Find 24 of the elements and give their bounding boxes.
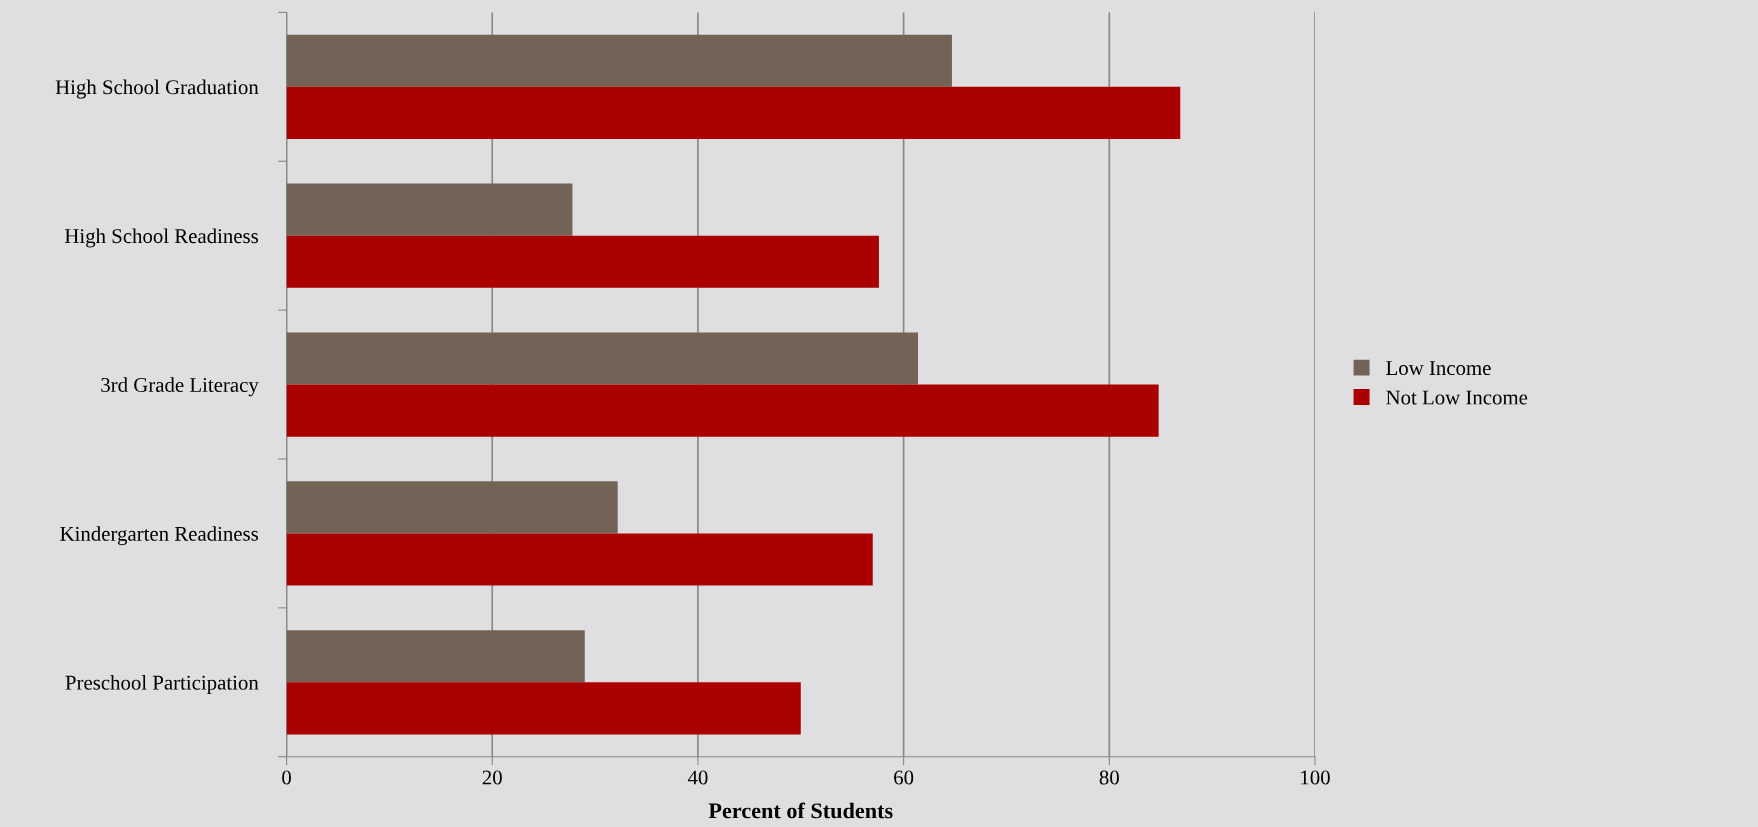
- x-tick-label: 40: [687, 770, 708, 785]
- bar: [286, 183, 573, 236]
- bar: [286, 34, 952, 87]
- x-tick-label: 20: [482, 770, 502, 785]
- bar: [286, 86, 1181, 139]
- x-tick-label: 0: [282, 770, 291, 785]
- bar: [286, 630, 585, 683]
- x-axis-title: Percent of Students: [708, 802, 893, 819]
- bar: [286, 235, 879, 288]
- x-tick-label: 80: [1099, 770, 1119, 785]
- x-tick-label: 100: [1301, 770, 1330, 785]
- y-tick-label: Kindergarten Readiness: [60, 526, 259, 546]
- x-tick-label: 60: [894, 770, 914, 785]
- y-tick-label: 3rd Grade Literacy: [101, 377, 259, 397]
- legend-label: Low Income: [1386, 361, 1491, 376]
- bar: [286, 481, 618, 534]
- legend-label: Not Low Income: [1386, 390, 1528, 405]
- bar: [286, 384, 1159, 437]
- y-tick-label: High School Readiness: [64, 228, 259, 248]
- bar: [286, 533, 873, 586]
- y-tick-label: High School Graduation: [55, 79, 259, 99]
- bar: [286, 682, 801, 735]
- bar: [286, 332, 919, 385]
- y-tick-label: Preschool Participation: [65, 675, 259, 694]
